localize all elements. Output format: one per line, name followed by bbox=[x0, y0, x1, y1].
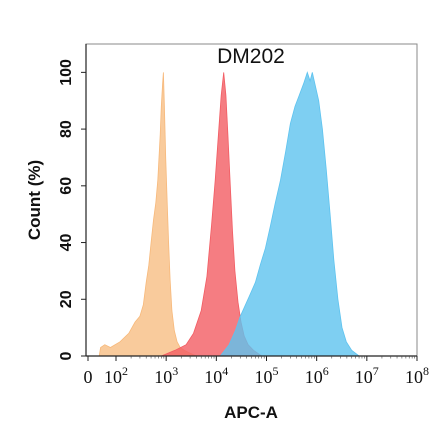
x-tick-label: 107 bbox=[355, 364, 379, 387]
x-tick-label: 104 bbox=[204, 364, 228, 387]
histogram-series-1 bbox=[98, 72, 197, 357]
x-tick-label: 0 bbox=[84, 367, 93, 387]
x-tick-label: 106 bbox=[305, 364, 329, 387]
x-tick-label: 108 bbox=[405, 364, 429, 387]
x-ticks: 0 102 103 104 105 106 107 108 bbox=[84, 356, 429, 387]
y-tick-label: 40 bbox=[58, 234, 75, 252]
y-tick-label: 20 bbox=[58, 290, 75, 308]
y-tick-label: 0 bbox=[58, 351, 75, 360]
chart-title: DM202 bbox=[217, 45, 285, 68]
y-axis-title: Count (%) bbox=[25, 160, 44, 240]
x-axis-title: APC-A bbox=[224, 403, 278, 422]
y-tick-label: 60 bbox=[58, 177, 75, 195]
series-layer bbox=[98, 71, 361, 357]
x-tick-label: 103 bbox=[154, 364, 178, 387]
y-tick-label: 100 bbox=[58, 59, 75, 86]
x-tick-label: 102 bbox=[104, 364, 128, 387]
histogram-series-3 bbox=[219, 71, 361, 357]
y-ticks: 0 20 40 60 80 100 bbox=[58, 59, 86, 360]
x-tick-label: 105 bbox=[255, 364, 279, 387]
y-tick-label: 80 bbox=[58, 120, 75, 138]
